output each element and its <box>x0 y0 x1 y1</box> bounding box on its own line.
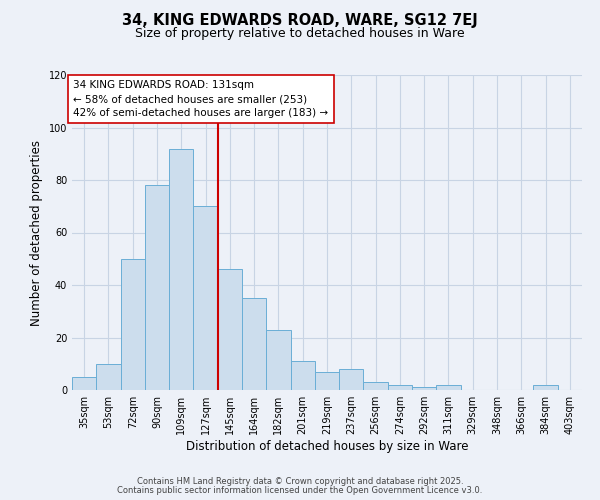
Bar <box>290 361 315 390</box>
Bar <box>72 377 96 390</box>
Bar <box>169 148 193 390</box>
Bar <box>339 369 364 390</box>
X-axis label: Distribution of detached houses by size in Ware: Distribution of detached houses by size … <box>186 440 468 453</box>
Bar <box>96 364 121 390</box>
Bar <box>436 385 461 390</box>
Text: 34, KING EDWARDS ROAD, WARE, SG12 7EJ: 34, KING EDWARDS ROAD, WARE, SG12 7EJ <box>122 12 478 28</box>
Bar <box>218 269 242 390</box>
Text: Size of property relative to detached houses in Ware: Size of property relative to detached ho… <box>135 28 465 40</box>
Bar <box>315 372 339 390</box>
Bar <box>412 388 436 390</box>
Text: 34 KING EDWARDS ROAD: 131sqm
← 58% of detached houses are smaller (253)
42% of s: 34 KING EDWARDS ROAD: 131sqm ← 58% of de… <box>73 80 328 118</box>
Text: Contains HM Land Registry data © Crown copyright and database right 2025.: Contains HM Land Registry data © Crown c… <box>137 477 463 486</box>
Bar <box>242 298 266 390</box>
Bar <box>121 259 145 390</box>
Bar <box>533 385 558 390</box>
Bar <box>193 206 218 390</box>
Bar <box>266 330 290 390</box>
Y-axis label: Number of detached properties: Number of detached properties <box>30 140 43 326</box>
Bar <box>364 382 388 390</box>
Bar <box>388 385 412 390</box>
Text: Contains public sector information licensed under the Open Government Licence v3: Contains public sector information licen… <box>118 486 482 495</box>
Bar <box>145 185 169 390</box>
